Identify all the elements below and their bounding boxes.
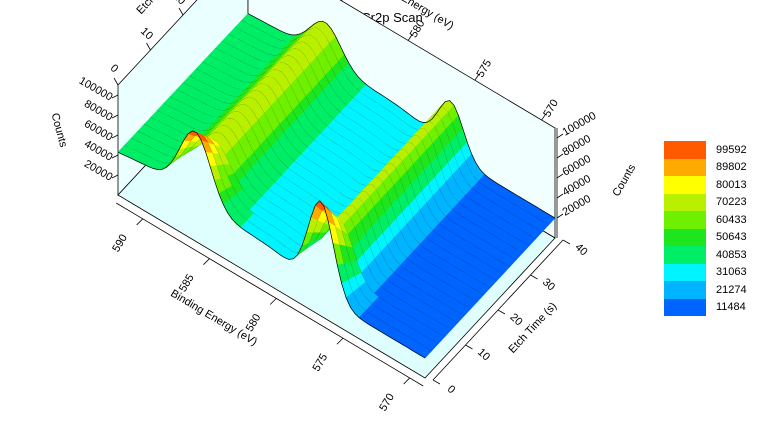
legend-swatch: [664, 193, 706, 211]
etch-time-tick: [497, 309, 506, 315]
legend-label: 89802: [716, 161, 747, 174]
spectrum-line: [117, 130, 426, 359]
binding-energy-tick-label: 570: [377, 392, 397, 414]
legend-label: 60433: [716, 213, 747, 226]
counts-tick: [556, 173, 564, 179]
etch-time-tick-label: 20: [507, 311, 524, 328]
legend-entry: 31063: [664, 263, 747, 281]
legend-swatch: [664, 158, 706, 176]
back-etch-time-tick: [146, 42, 151, 51]
etch-time-tick-label: 30: [540, 276, 557, 293]
legend-label: 40853: [716, 248, 747, 261]
back-etch-time-tick-label: 0: [108, 62, 121, 75]
back-etch-time-tick: [113, 77, 119, 86]
left-counts-tick-label: 20000: [82, 158, 114, 184]
binding-energy-tick: [136, 218, 143, 226]
legend-swatch: [664, 246, 706, 264]
etch-time-tick: [562, 239, 571, 245]
legend-entry: 21274: [664, 281, 747, 299]
binding-energy-tick-label: 590: [110, 232, 130, 254]
etch-time-tick-label: 40: [572, 241, 589, 258]
binding-energy-tick: [403, 377, 410, 385]
binding-energy-axis-label: Binding Energy (eV): [168, 288, 259, 349]
left-counts-axis-label: Counts: [49, 112, 70, 149]
left-counts-tick: [111, 114, 119, 119]
back-binding-energy-tick-label: 570: [541, 98, 561, 120]
back-etch-time-tick-label: 10: [138, 25, 155, 42]
legend-entry: 50643: [664, 228, 747, 246]
etch-time-tick: [465, 344, 473, 350]
etch-time-tick-label: 10: [475, 346, 492, 363]
binding-energy-tick: [203, 258, 210, 265]
binding-energy-axis-line: [115, 202, 424, 387]
legend-swatch: [664, 211, 706, 229]
binding-energy-tick-label: 575: [310, 352, 330, 374]
legend-swatch: [664, 141, 706, 159]
etch-time-tick-label: 0: [445, 383, 458, 396]
legend-swatch: [664, 281, 706, 299]
surface-mesh: [117, 13, 556, 359]
legend-entry: 60433: [664, 211, 747, 229]
binding-energy-tick: [269, 298, 277, 305]
legend-label: 80013: [716, 178, 747, 191]
back-etch-time-tick-label: 20: [170, 0, 187, 7]
counts-axis-label: Counts: [610, 162, 638, 199]
spectrum-line: [247, 13, 556, 219]
legend-label: 21274: [716, 283, 747, 296]
legend-entry: 11484: [664, 298, 747, 316]
back-binding-energy-tick: [407, 34, 413, 41]
counts-tick: [556, 213, 564, 219]
back-binding-energy-tick: [541, 113, 546, 121]
legend-entry: 80013: [664, 176, 747, 194]
left-counts-tick: [111, 174, 119, 179]
legend-label: 50643: [716, 231, 747, 244]
counts-tick-label: 100000: [561, 110, 599, 139]
etch-time-tick: [432, 379, 441, 385]
binding-energy-tick: [336, 337, 344, 345]
legend-entry: 99592: [664, 141, 747, 159]
legend-swatch: [664, 263, 706, 281]
etch-time-axis-label: Etch Time (s): [506, 300, 559, 356]
left-counts-tick: [111, 154, 119, 159]
legend-entry: 40853: [664, 246, 747, 264]
legend-entry: 89802: [664, 158, 747, 176]
back-etch-time-tick: [178, 7, 184, 16]
counts-tick: [556, 193, 564, 199]
back-binding-energy-tick-label: 580: [408, 18, 428, 40]
back-binding-energy-tick: [474, 74, 480, 81]
back-binding-energy-tick-label: 575: [474, 58, 494, 80]
color-legend: 99592 89802 80013 70223 60433 50643 40853 31063…: [664, 141, 747, 316]
counts-tick: [556, 133, 564, 139]
legend-swatch: [664, 176, 706, 194]
legend-label: 70223: [716, 196, 747, 209]
etch-time-tick: [530, 274, 538, 280]
legend-swatch: [664, 298, 706, 316]
legend-label: 31063: [716, 266, 747, 279]
legend-label: 11484: [716, 301, 746, 314]
left-counts-tick: [111, 94, 119, 99]
counts-tick: [556, 153, 564, 159]
legend-entry: 70223: [664, 193, 747, 211]
legend-label: 99592: [716, 143, 747, 156]
legend-swatch: [664, 228, 706, 246]
left-counts-tick: [111, 134, 119, 139]
left-counts-tick-label: 100000: [77, 75, 115, 104]
